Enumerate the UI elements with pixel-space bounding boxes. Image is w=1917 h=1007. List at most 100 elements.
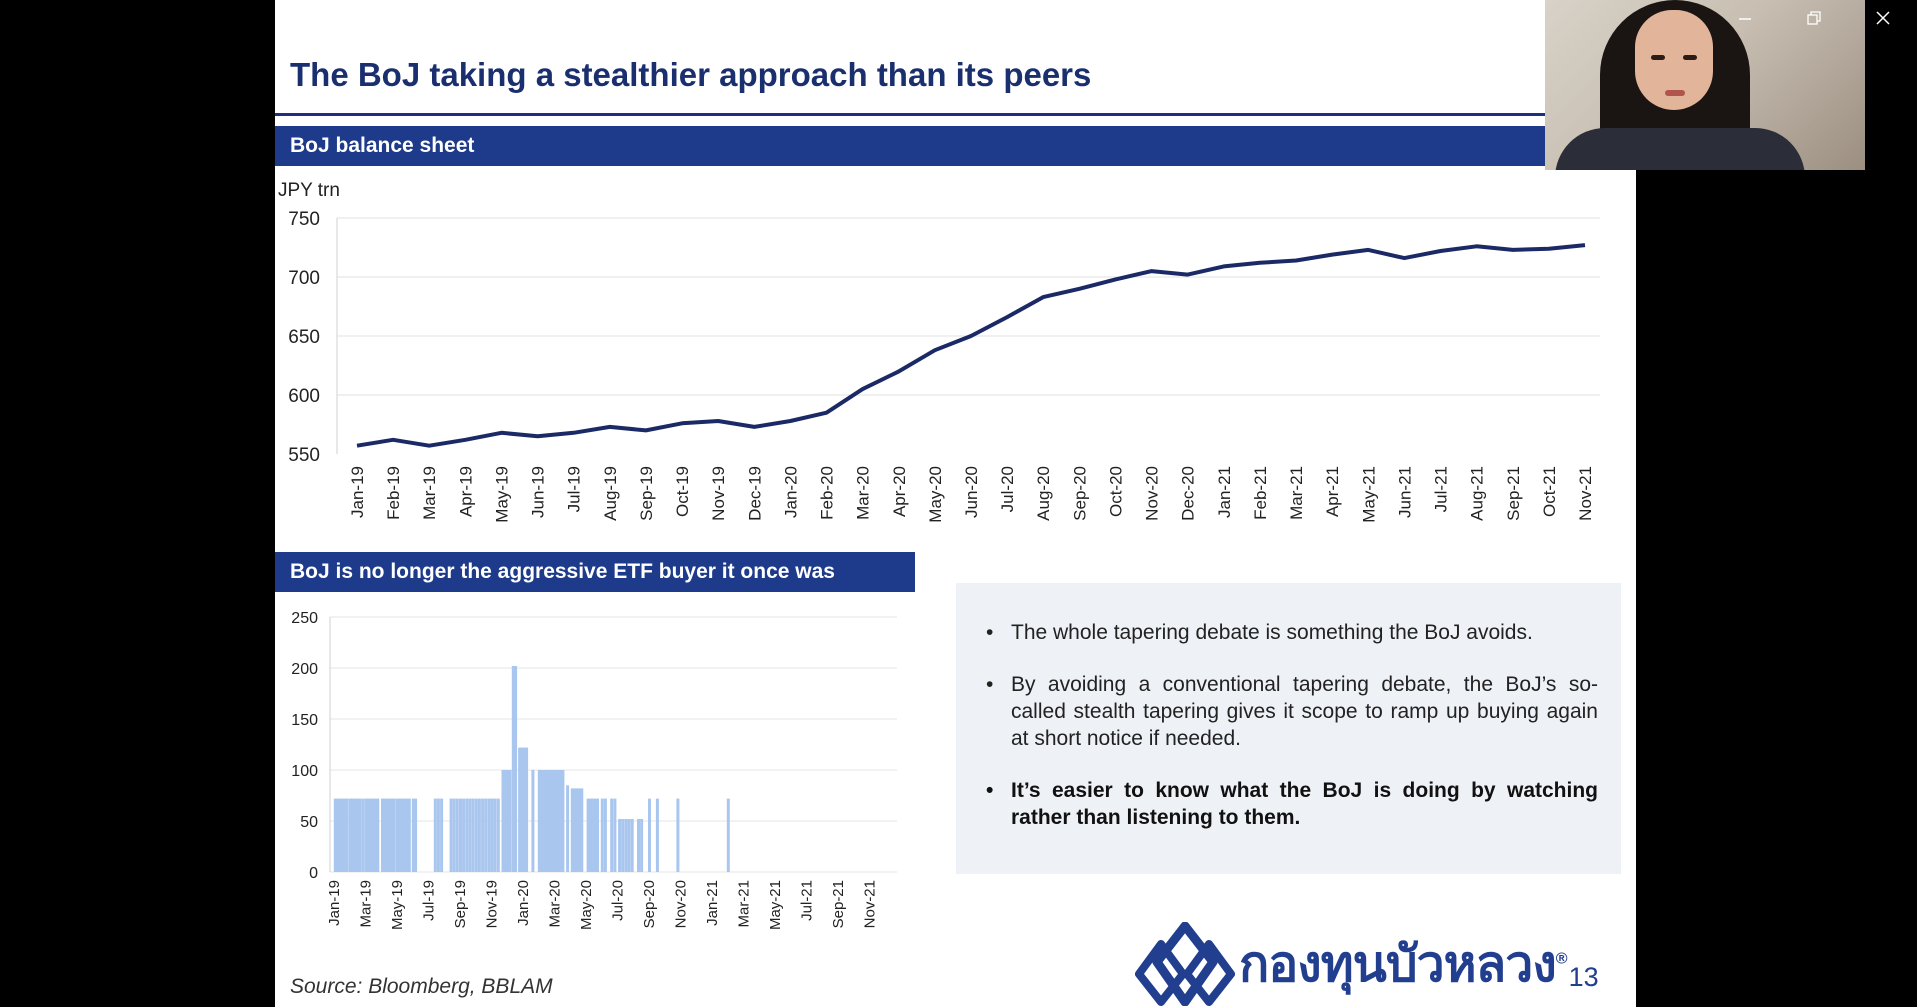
x-tick-label: Jan-21: [1215, 466, 1234, 518]
x-tick-label: Jul-19: [421, 880, 438, 921]
x-tick-label: May-19: [493, 466, 512, 523]
etf-bar: [627, 819, 631, 872]
x-tick-label: Sep-21: [1504, 466, 1523, 521]
bblam-logo: กองทุนบัวหลวง® 13: [1135, 922, 1599, 1006]
x-tick-label: Feb-21: [1251, 466, 1270, 520]
source-note: Source: Bloomberg, BBLAM: [290, 975, 553, 998]
balance-sheet-series-line: [356, 243, 1586, 448]
x-tick-label: Nov-19: [484, 880, 501, 928]
title-underline: [275, 113, 1545, 116]
etf-bar: [566, 785, 570, 872]
x-tick-label: Mar-20: [547, 880, 564, 928]
etf-bar: [603, 798, 607, 872]
etf-bar: [640, 819, 644, 872]
etf-bar: [374, 798, 377, 872]
x-tick-label: Dec-20: [1179, 466, 1198, 521]
x-tick-label: Jul-19: [565, 466, 584, 512]
close-button[interactable]: [1848, 0, 1917, 36]
etf-bar: [586, 798, 590, 872]
etf-bar: [493, 798, 497, 872]
etf-bar: [630, 819, 634, 872]
etf-bar: [600, 798, 604, 872]
x-tick-label: Jan-20: [515, 880, 532, 926]
y-tick-label: 50: [300, 814, 318, 831]
x-tick-label: Jul-20: [610, 880, 627, 921]
x-tick-label: May-20: [578, 880, 595, 930]
etf-bar: [621, 819, 625, 872]
etf-bar: [361, 798, 365, 872]
etf-bar: [577, 788, 581, 872]
etf-bar: [449, 798, 453, 872]
etf-bar: [414, 798, 418, 872]
etf-bar: [573, 788, 577, 872]
x-tick-label: Dec-19: [745, 466, 764, 521]
etf-bar: [544, 770, 548, 872]
etf-bar: [468, 798, 472, 872]
etf-bar: [596, 798, 599, 872]
x-tick-label: Jun-20: [962, 466, 981, 518]
x-tick-label: Nov-21: [1576, 466, 1595, 521]
minimize-button[interactable]: [1710, 0, 1779, 36]
etf-bar: [400, 798, 404, 872]
etf-bar: [462, 798, 466, 872]
y-tick-label: 100: [291, 763, 318, 780]
etf-bar: [570, 788, 574, 872]
etf-bar: [358, 798, 362, 872]
etf-bar: [525, 747, 529, 872]
etf-bar: [490, 798, 494, 872]
x-tick-label: Aug-19: [601, 466, 620, 521]
etf-bar: [369, 798, 373, 872]
x-tick-label: Feb-20: [818, 466, 837, 520]
y-tick-label: 700: [288, 268, 320, 289]
x-tick-label: Apr-19: [456, 466, 475, 517]
etf-bar: [503, 770, 507, 872]
x-tick-label: Jul-21: [1432, 466, 1451, 512]
y-tick-label: 650: [288, 327, 320, 348]
etf-bar: [398, 798, 402, 872]
x-tick-label: Sep-19: [637, 466, 656, 521]
x-tick-label: Jul-21: [799, 880, 816, 921]
etf-bar: [551, 770, 555, 872]
etf-bar: [506, 770, 510, 872]
etf-bar: [477, 798, 481, 872]
etf-bar: [554, 770, 558, 872]
y-axis-label: JPY trn: [278, 180, 340, 201]
lotus-logo-icon: [1135, 922, 1235, 1006]
etf-bar: [333, 798, 337, 872]
etf-bar: [411, 798, 415, 872]
etf-bar: [433, 798, 437, 872]
bullet-list: The whole tapering debate is something t…: [986, 619, 1598, 856]
y-tick-label: 0: [309, 865, 318, 882]
etf-bar: [514, 666, 518, 872]
etf-bar: [637, 819, 640, 872]
restore-button[interactable]: [1779, 0, 1848, 36]
x-tick-label: Oct-21: [1540, 466, 1559, 517]
etf-bar: [351, 798, 355, 872]
etf-bar: [371, 798, 375, 872]
etf-bar: [487, 798, 491, 872]
etf-bar: [575, 788, 579, 872]
etf-bar: [540, 770, 544, 872]
etf-bar: [388, 798, 392, 872]
webcam-video-feed: [1545, 0, 1865, 170]
etf-bar: [459, 798, 462, 872]
etf-purchases-bar-chart: 0 50 100 150 200 250 Jan-19 Mar-19 May-19 Jul-19 S…: [291, 610, 897, 930]
etf-bar: [588, 798, 592, 872]
etf-bar: [537, 770, 541, 872]
x-tick-label: Oct-20: [1107, 466, 1126, 517]
presentation-slide: The BoJ taking a stealthier approach tha…: [275, 0, 1636, 1007]
etf-bar: [364, 798, 368, 872]
x-tick-label: Jun-19: [529, 466, 548, 518]
etf-bar: [549, 770, 553, 872]
etf-bar: [618, 819, 622, 872]
etf-bar: [559, 770, 562, 872]
etf-bar: [345, 798, 349, 872]
etf-bar: [390, 798, 394, 872]
slide-title: The BoJ taking a stealthier approach tha…: [290, 56, 1092, 93]
bullet-item: The whole tapering debate is something t…: [986, 619, 1598, 646]
x-tick-label: Mar-19: [358, 880, 375, 928]
x-tick-label: Mar-21: [736, 880, 753, 928]
bullet-item-emphasis: It’s easier to know what the BoJ is doin…: [986, 777, 1598, 831]
etf-bar: [338, 798, 342, 872]
x-tick-label: Mar-19: [420, 466, 439, 520]
